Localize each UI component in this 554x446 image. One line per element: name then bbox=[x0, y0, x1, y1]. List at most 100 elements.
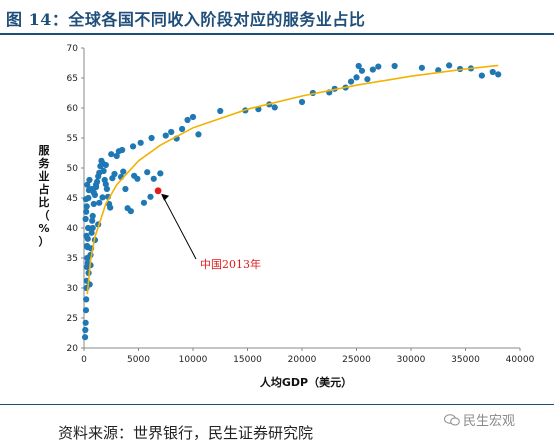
x-tick-label: 40000 bbox=[506, 355, 535, 365]
data-point bbox=[92, 181, 100, 188]
data-point bbox=[168, 128, 175, 136]
title-bar: 图 14：全球各国不同收入阶段对应的服务业占比 bbox=[0, 0, 554, 36]
data-point bbox=[478, 72, 485, 79]
x-tick-label: 10000 bbox=[179, 355, 208, 365]
data-point bbox=[147, 193, 154, 200]
y-axis-label-char: 务 bbox=[39, 156, 51, 170]
y-tick-label: 65 bbox=[67, 74, 78, 84]
y-axis-label-char: （ bbox=[39, 209, 50, 222]
data-point bbox=[83, 203, 90, 210]
data-point bbox=[148, 134, 155, 142]
x-tick-label: 30000 bbox=[397, 355, 426, 365]
data-point bbox=[144, 169, 151, 176]
data-point bbox=[83, 232, 90, 239]
watermark: 民生宏观 bbox=[444, 410, 515, 429]
data-point bbox=[86, 176, 93, 184]
data-point bbox=[120, 168, 127, 175]
y-tick-label: 50 bbox=[67, 164, 79, 174]
data-point bbox=[298, 98, 306, 106]
x-tick-label: 35000 bbox=[451, 355, 480, 365]
data-point bbox=[127, 208, 134, 215]
data-point bbox=[82, 319, 89, 326]
data-point bbox=[88, 229, 95, 236]
data-point bbox=[162, 132, 169, 139]
data-point bbox=[102, 181, 109, 188]
data-point bbox=[355, 62, 362, 70]
y-tick-label: 60 bbox=[67, 104, 79, 114]
data-point bbox=[446, 62, 453, 69]
data-point bbox=[375, 63, 382, 70]
data-point bbox=[129, 143, 137, 150]
y-tick-label: 20 bbox=[67, 344, 79, 354]
data-point bbox=[347, 78, 355, 85]
annotation-arrow bbox=[161, 194, 197, 260]
data-point bbox=[100, 167, 107, 175]
data-point bbox=[102, 161, 109, 169]
data-point bbox=[184, 116, 191, 124]
data-point bbox=[82, 215, 89, 223]
data-point bbox=[81, 334, 89, 341]
data-point bbox=[189, 113, 197, 121]
data-point bbox=[150, 175, 157, 182]
y-axis-label-char: 比 bbox=[39, 195, 50, 209]
y-axis-label: 服务业占比（%） bbox=[38, 144, 50, 248]
data-point bbox=[179, 125, 186, 133]
data-point bbox=[89, 224, 96, 232]
highlight-label: 中国2013年 bbox=[200, 257, 261, 271]
tick-labels: 20 25 30 35 40 45 50 55 60 65 70 0 5000 10000 15000 200… bbox=[67, 44, 535, 365]
data-point bbox=[358, 67, 366, 74]
y-tick-label: 70 bbox=[67, 44, 79, 54]
source-note: 资料来源：世界银行，民生证券研究院 bbox=[58, 424, 314, 442]
y-axis-label-char: % bbox=[38, 222, 49, 235]
y-axis-label-char: 服 bbox=[39, 144, 51, 157]
y-tick-label: 35 bbox=[67, 254, 78, 264]
annotation-arrowhead bbox=[161, 193, 170, 201]
highlight-group: 中国2013年 bbox=[154, 187, 261, 271]
x-tick-label: 15000 bbox=[233, 355, 262, 365]
scatter-chart: 20 25 30 35 40 45 50 55 60 65 70 0 5000 10000 15000 200… bbox=[38, 44, 535, 389]
data-point bbox=[495, 71, 502, 78]
data-point bbox=[122, 185, 129, 193]
data-point bbox=[108, 151, 115, 158]
y-tick-label: 45 bbox=[67, 194, 78, 204]
x-tick-label: 20000 bbox=[288, 355, 317, 365]
data-point bbox=[82, 326, 89, 334]
data-point bbox=[84, 181, 91, 188]
x-tick-label: 5000 bbox=[127, 355, 150, 365]
data-point bbox=[391, 62, 398, 70]
data-point bbox=[119, 146, 126, 154]
data-point bbox=[107, 204, 114, 211]
watermark-text: 民生宏观 bbox=[463, 414, 516, 429]
data-point bbox=[83, 296, 90, 303]
data-point bbox=[82, 307, 90, 314]
data-point bbox=[157, 170, 164, 177]
data-point bbox=[140, 199, 148, 206]
wechat-icon bbox=[444, 414, 460, 426]
y-tick-label: 40 bbox=[67, 224, 79, 234]
data-point bbox=[88, 185, 95, 193]
data-point bbox=[85, 224, 92, 232]
data-point bbox=[83, 208, 90, 215]
data-point bbox=[96, 199, 103, 206]
data-point bbox=[89, 217, 96, 224]
figure-title: 图 14：全球各国不同收入阶段对应的服务业占比 bbox=[6, 10, 366, 29]
data-point bbox=[103, 185, 110, 193]
data-point bbox=[134, 175, 141, 182]
data-point bbox=[113, 152, 120, 160]
footer-rule bbox=[0, 404, 554, 405]
x-tick-label: 0 bbox=[81, 355, 87, 365]
data-point bbox=[489, 68, 496, 76]
x-tick-label: 25000 bbox=[342, 355, 371, 365]
data-points bbox=[81, 62, 502, 341]
x-axis-label: 人均GDP（美元） bbox=[260, 375, 352, 389]
data-point bbox=[90, 200, 97, 208]
data-point bbox=[217, 107, 224, 115]
data-point bbox=[195, 131, 202, 138]
y-axis-label-char: 业 bbox=[39, 169, 50, 183]
data-point bbox=[418, 64, 425, 71]
data-point bbox=[111, 170, 118, 178]
data-point bbox=[353, 74, 360, 81]
data-point bbox=[85, 194, 92, 202]
y-axis-label-char: ） bbox=[39, 235, 50, 248]
data-point bbox=[369, 66, 376, 73]
